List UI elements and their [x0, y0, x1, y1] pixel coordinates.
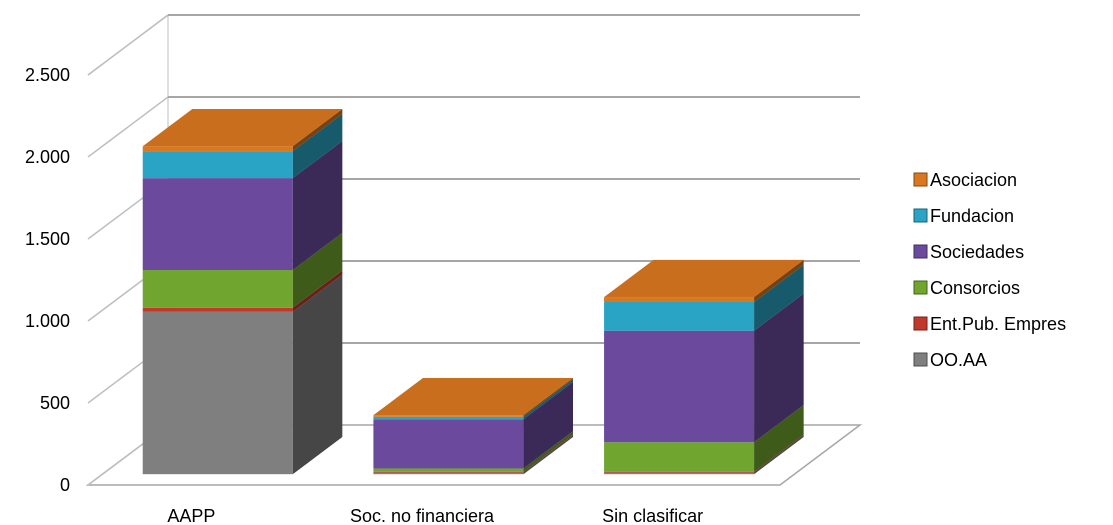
bar-segment: [604, 442, 755, 472]
bar-segment-side: [523, 435, 573, 475]
legend-item: Consorcios: [913, 278, 1020, 298]
bar-segment: [373, 419, 524, 469]
bar-top: [604, 259, 804, 298]
legend-swatch: [913, 208, 928, 223]
bar-segment-side: [292, 109, 343, 152]
x-tick-label: AAPP: [167, 506, 215, 525]
bar-segment: [373, 468, 524, 472]
bar-segment-side: [754, 264, 804, 331]
x-tick-label: Sin clasificar: [602, 506, 703, 525]
legend-swatch: [913, 316, 928, 331]
bar-segment-side: [754, 293, 804, 443]
bar-segment: [604, 302, 755, 331]
bar-stack: [142, 109, 343, 475]
bar-segment-side: [754, 405, 804, 472]
bar-segment: [142, 307, 293, 312]
gridline-side: [87, 14, 169, 76]
bar-segment: [373, 472, 524, 475]
legend: Asociacion Fundacion Sociedades Consorcios E…: [913, 170, 1066, 370]
legend-item: OO.AA: [913, 350, 987, 370]
bar-segment-side: [292, 113, 343, 179]
bar-segment: [373, 416, 524, 420]
bar-segment-side: [523, 382, 573, 469]
bar-top: [373, 377, 573, 416]
bar-segment-side: [754, 434, 804, 473]
x-axis-labels: AAPP Soc. no financiera Sin clasificar: [167, 506, 703, 525]
bar-segment-side: [523, 434, 573, 473]
y-tick-label: 2.000: [25, 147, 70, 167]
bar-segment-side: [292, 270, 343, 312]
bar-segment: [373, 471, 524, 473]
bar-top: [142, 109, 343, 147]
legend-swatch: [913, 352, 928, 367]
legend-label: Consorcios: [930, 278, 1020, 298]
legend-label: Fundacion: [930, 206, 1014, 226]
bar-segment: [604, 330, 755, 443]
legend-swatch: [913, 280, 928, 295]
legend-item: Asociacion: [913, 170, 1017, 190]
bar-stack: [373, 377, 573, 475]
legend-label: Ent.Pub. Empres: [930, 314, 1066, 334]
legend-item: Fundacion: [913, 206, 1014, 226]
legend-swatch: [913, 244, 928, 259]
bar-segment-side: [754, 259, 804, 302]
y-tick-label: 1.500: [25, 229, 70, 249]
gridlines: [87, 14, 860, 486]
y-tick-label: 1.000: [25, 311, 70, 331]
legend-item: Ent.Pub. Empres: [913, 314, 1066, 334]
bar-segment-side: [292, 232, 343, 308]
legend-label: Sociedades: [930, 242, 1024, 262]
bar-segment: [373, 415, 524, 417]
legend-swatch: [913, 172, 928, 187]
y-tick-label: 0: [60, 475, 70, 495]
bar-segment-side: [523, 377, 573, 417]
bar-segment: [142, 178, 293, 271]
y-tick-label: 500: [40, 393, 70, 413]
bar-segment: [142, 311, 293, 475]
y-tick-label: 2.500: [25, 65, 70, 85]
bar-segment: [142, 151, 293, 179]
bar-segment-side: [292, 140, 343, 271]
bar-segment: [604, 472, 755, 475]
bar-stack: [604, 259, 804, 475]
bar-segment-side: [523, 379, 573, 420]
bars: [142, 109, 804, 475]
bar-segment-side: [523, 431, 573, 472]
bar-segment: [604, 471, 755, 473]
bar-segment-side: [292, 274, 343, 475]
legend-label: OO.AA: [930, 350, 987, 370]
bar-segment: [142, 270, 293, 308]
bar-segment-side: [754, 435, 804, 475]
legend-item: Sociedades: [913, 242, 1024, 262]
legend-label: Asociacion: [930, 170, 1017, 190]
gridline-side: [87, 96, 169, 158]
bar-segment: [142, 146, 293, 152]
x-tick-label: Soc. no financiera: [350, 506, 495, 525]
y-axis: 0 500 1.000 1.500 2.000 2.500: [25, 65, 70, 495]
bar-segment: [604, 297, 755, 302]
